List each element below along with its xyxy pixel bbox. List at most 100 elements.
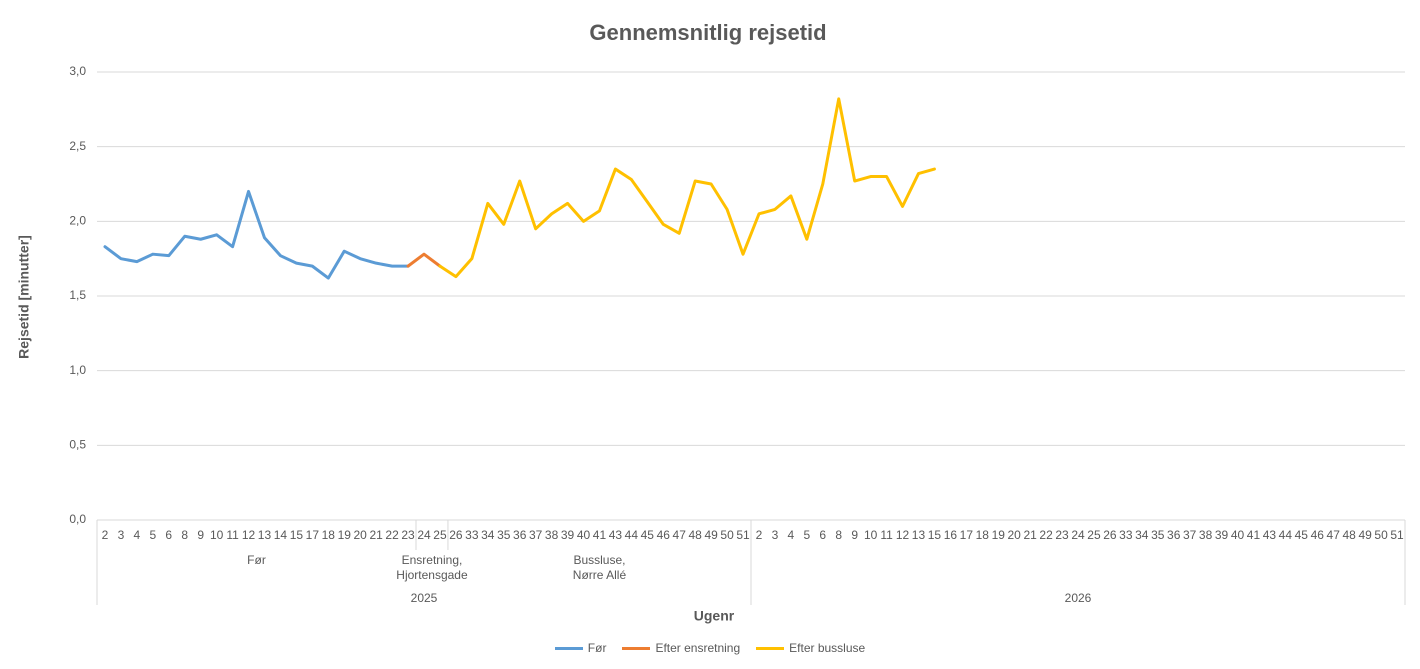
y-tick-label: 2,5 [69, 139, 86, 153]
x-tick-label: 46 [1311, 528, 1325, 542]
x-tick-label: 9 [851, 528, 858, 542]
y-tick-label: 0,0 [69, 512, 86, 526]
x-tick-label: 36 [513, 528, 527, 542]
x-tick-label: 6 [165, 528, 172, 542]
chart-title: Gennemsnitlig rejsetid [589, 20, 826, 45]
series-line [406, 252, 442, 268]
series-line [438, 97, 936, 279]
x-tick-label: 8 [835, 528, 842, 542]
series-line [103, 189, 410, 280]
x-tick-label: 33 [1119, 528, 1133, 542]
x-tick-label: 35 [1151, 528, 1165, 542]
x-tick-label: 41 [593, 528, 607, 542]
x-tick-label: 45 [1295, 528, 1309, 542]
legend-swatch [622, 646, 651, 650]
x-tick-label: 40 [1231, 528, 1245, 542]
x-tick-label: 26 [1103, 528, 1117, 542]
x-axis-title: Ugenr [694, 608, 735, 624]
x-tick-label: 5 [149, 528, 156, 542]
x-tick-label: 25 [1087, 528, 1101, 542]
x-tick-label: 15 [928, 528, 942, 542]
x-tick-label: 2 [756, 528, 763, 542]
x-tick-label: 24 [1071, 528, 1085, 542]
y-tick-label: 1,0 [69, 363, 86, 377]
x-tick-label: 20 [1008, 528, 1022, 542]
x-tick-label: 11 [226, 528, 239, 542]
x-tick-label: 23 [1055, 528, 1069, 542]
x-tick-label: 43 [1263, 528, 1277, 542]
x-tick-label: 48 [1342, 528, 1356, 542]
x-tick-label: 22 [1039, 528, 1053, 542]
x-tick-label: 17 [306, 528, 320, 542]
x-tick-label: 10 [864, 528, 878, 542]
x-tick-label: 26 [449, 528, 463, 542]
x-tick-label: 18 [976, 528, 990, 542]
x-tick-label: 12 [242, 528, 256, 542]
x-tick-label: 10 [210, 528, 224, 542]
x-tick-label: 21 [1023, 528, 1037, 542]
x-tick-label: 19 [992, 528, 1006, 542]
x-tick-label: 17 [960, 528, 974, 542]
legend-swatch [756, 646, 785, 650]
x-tick-label: 18 [322, 528, 336, 542]
legend-swatch [554, 646, 583, 650]
x-tick-label: 13 [258, 528, 272, 542]
x-tick-label: 4 [788, 528, 795, 542]
x-tick-label: 3 [118, 528, 125, 542]
x-tick-label: 14 [274, 528, 288, 542]
legend: Før Efter ensretning Efter bussluse [0, 641, 1420, 655]
x-tick-label: 9 [197, 528, 204, 542]
x-tick-label: 36 [1167, 528, 1181, 542]
x-tick-label: 35 [497, 528, 511, 542]
x-tick-label: 12 [896, 528, 910, 542]
year-label: 2025 [411, 591, 438, 605]
x-tick-label: 33 [465, 528, 479, 542]
x-tick-label: 38 [1199, 528, 1213, 542]
x-tick-label: 37 [1183, 528, 1197, 542]
x-tick-label: 6 [819, 528, 826, 542]
x-tick-label: 20 [354, 528, 368, 542]
x-tick-label: 19 [338, 528, 352, 542]
x-tick-label: 21 [369, 528, 383, 542]
x-tick-label: 5 [803, 528, 810, 542]
period-label: Ensretning, Hjortensgade [396, 553, 468, 582]
x-tick-label: 15 [290, 528, 304, 542]
y-tick-label: 0,5 [69, 438, 86, 452]
x-tick-label: 3 [772, 528, 779, 542]
x-tick-label: 37 [529, 528, 543, 542]
legend-item: Efter ensretning [622, 641, 740, 655]
x-tick-label: 47 [1327, 528, 1341, 542]
x-tick-label: 51 [736, 528, 750, 542]
x-tick-label: 22 [385, 528, 399, 542]
x-tick-label: 13 [912, 528, 926, 542]
x-tick-label: 24 [417, 528, 431, 542]
x-tick-label: 47 [673, 528, 687, 542]
x-tick-label: 50 [720, 528, 734, 542]
x-tick-label: 25 [433, 528, 447, 542]
x-tick-label: 51 [1390, 528, 1404, 542]
x-tick-label: 44 [625, 528, 639, 542]
y-tick-label: 1,5 [69, 288, 86, 302]
x-tick-label: 39 [561, 528, 575, 542]
y-axis-title: Rejsetid [minutter] [16, 235, 32, 359]
x-tick-label: 38 [545, 528, 559, 542]
x-tick-label: 8 [181, 528, 188, 542]
x-tick-label: 43 [609, 528, 623, 542]
x-tick-label: 34 [481, 528, 495, 542]
x-tick-label: 39 [1215, 528, 1229, 542]
legend-item: Før [554, 641, 606, 655]
legend-label: Efter ensretning [655, 641, 741, 655]
legend-item: Efter bussluse [756, 641, 865, 655]
x-tick-label: 11 [880, 528, 893, 542]
year-label: 2026 [1065, 591, 1092, 605]
y-tick-label: 3,0 [69, 64, 86, 78]
legend-label: Efter bussluse [789, 641, 866, 655]
period-label: Før [247, 553, 266, 567]
x-tick-label: 16 [944, 528, 958, 542]
x-tick-label: 4 [134, 528, 141, 542]
x-tick-label: 41 [1247, 528, 1261, 542]
y-tick-label: 2,0 [69, 214, 86, 228]
x-tick-label: 46 [657, 528, 671, 542]
